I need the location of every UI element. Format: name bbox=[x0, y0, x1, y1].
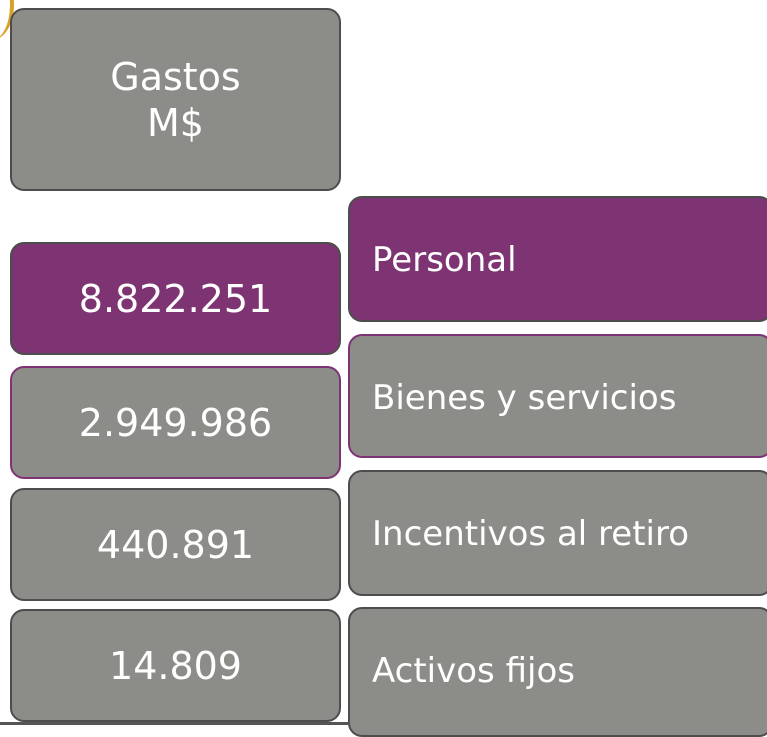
label-box: Activos fijos bbox=[348, 607, 767, 737]
header-line: M$ bbox=[147, 100, 204, 145]
value-box: 2.949.986 bbox=[10, 366, 341, 479]
value-box: 440.891 bbox=[10, 488, 341, 601]
header-box: Gastos M$ bbox=[10, 8, 341, 191]
header-line: Gastos bbox=[110, 54, 241, 99]
value-box: 8.822.251 bbox=[10, 242, 341, 355]
label-box: Personal bbox=[348, 196, 767, 322]
label-box: Incentivos al retiro bbox=[348, 470, 767, 596]
bottom-rule bbox=[0, 722, 350, 725]
label-box: Bienes y servicios bbox=[348, 334, 767, 458]
value-box: 14.809 bbox=[10, 609, 341, 722]
